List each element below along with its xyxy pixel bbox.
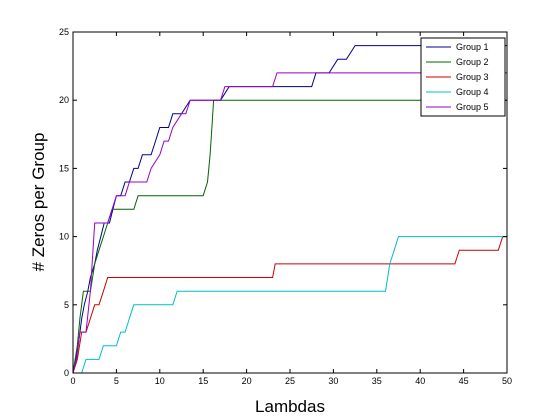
x-tick-label: 25 [285,376,295,386]
legend-label-group-2: Group 2 [456,57,489,67]
series-line-group-1 [72,45,507,374]
legend: Group 1 Group 2 Group 3 Group 4 Group 5 [420,37,506,117]
series-line-group-4 [73,236,507,374]
y-tick-label: 20 [59,95,69,105]
y-tick-label: 0 [64,368,69,378]
x-tick-label: 40 [415,376,425,386]
legend-label-group-1: Group 1 [456,42,489,52]
x-tick-label: 0 [70,376,75,386]
x-tick-label: 50 [502,376,512,386]
y-tick-label: 5 [64,300,69,310]
legend-label-group-5: Group 5 [456,102,489,112]
x-tick-label: 5 [114,376,119,386]
x-tick-label: 10 [155,376,165,386]
series-layer [72,45,507,374]
y-tick-label: 10 [59,232,69,242]
x-tick-label: 30 [328,376,338,386]
legend-label-group-4: Group 4 [456,87,489,97]
ticks-layer: 0 5 10 15 20 25 30 35 40 45 50 0 5 10 15 20 25 [59,27,512,386]
x-tick-label: 20 [242,376,252,386]
x-axis-label: Lambdas [255,397,325,416]
y-tick-label: 15 [59,163,69,173]
legend-label-group-3: Group 3 [456,72,489,82]
y-axis-label: # Zeros per Group [29,133,48,272]
y-tick-label: 25 [59,27,69,37]
x-tick-label: 15 [198,376,208,386]
series-line-group-5 [72,72,507,374]
x-tick-label: 45 [459,376,469,386]
x-tick-label: 35 [372,376,382,386]
